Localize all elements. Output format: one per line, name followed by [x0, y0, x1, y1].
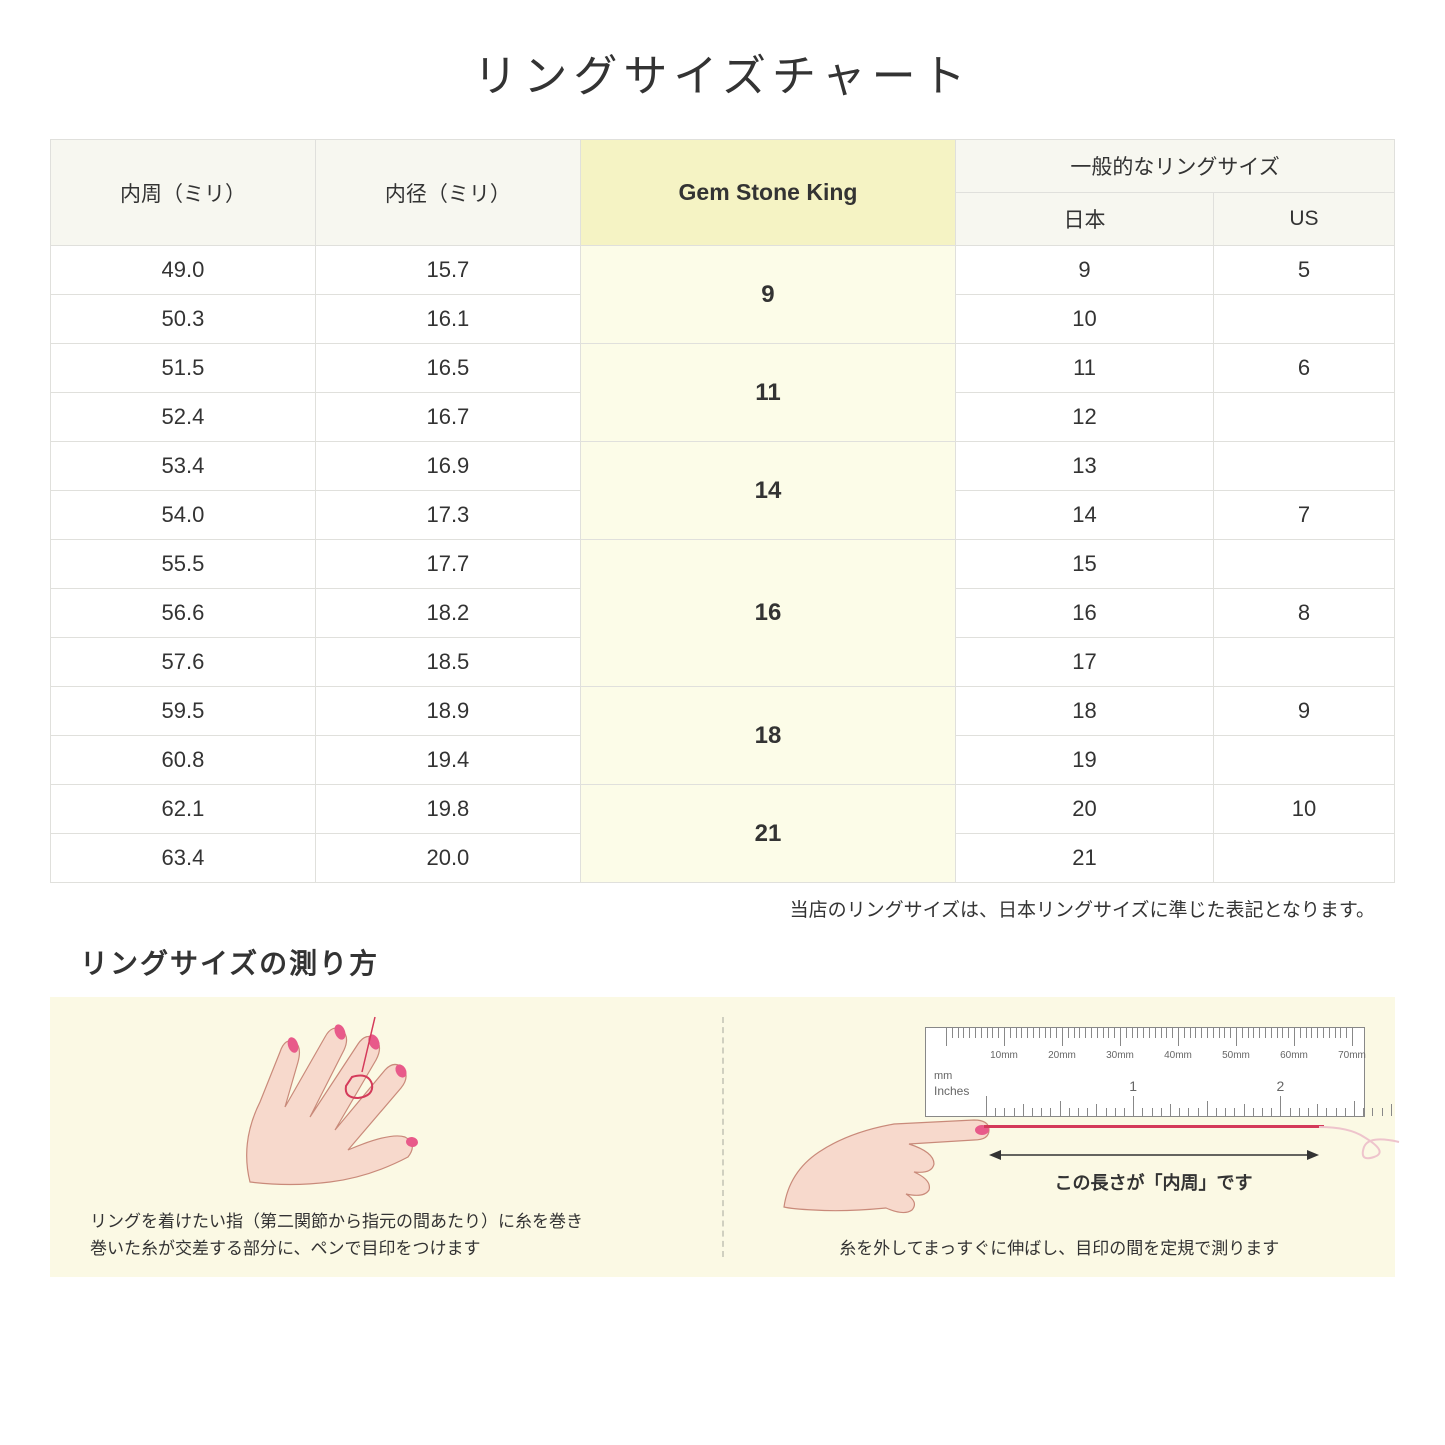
cell-circ: 53.4: [51, 442, 316, 491]
col-general: 一般的なリングサイズ: [956, 140, 1395, 193]
cell-us: 9: [1213, 687, 1394, 736]
cell-dia: 16.5: [315, 344, 580, 393]
cell-jp: 16: [956, 589, 1214, 638]
cell-circ: 63.4: [51, 834, 316, 883]
cell-us: [1213, 295, 1394, 344]
cell-us: 5: [1213, 246, 1394, 295]
ring-size-table: 内周（ミリ） 内径（ミリ） Gem Stone King 一般的なリングサイズ …: [50, 139, 1395, 883]
cell-us: 6: [1213, 344, 1394, 393]
cell-circ: 60.8: [51, 736, 316, 785]
cell-us: 8: [1213, 589, 1394, 638]
cell-jp: 18: [956, 687, 1214, 736]
col-diameter: 内径（ミリ）: [315, 140, 580, 246]
table-row: 59.518.918189: [51, 687, 1395, 736]
cell-us: [1213, 442, 1394, 491]
cell-circ: 52.4: [51, 393, 316, 442]
cell-dia: 19.4: [315, 736, 580, 785]
cell-dia: 16.7: [315, 393, 580, 442]
cell-us: [1213, 834, 1394, 883]
thread-line: [984, 1125, 1324, 1128]
cell-dia: 18.9: [315, 687, 580, 736]
howto-step-1: リングを着けたい指（第二関節から指元の間あたり）に糸を巻き巻いた糸が交差する部分…: [50, 997, 722, 1277]
hand-wrap-illustration: [190, 1002, 490, 1202]
cell-gsk: 14: [580, 442, 955, 540]
cell-us: 10: [1213, 785, 1394, 834]
measure-arrow: [989, 1145, 1319, 1165]
cell-gsk: 16: [580, 540, 955, 687]
howto-panel: リングを着けたい指（第二関節から指元の間あたり）に糸を巻き巻いた糸が交差する部分…: [50, 997, 1395, 1277]
cell-jp: 14: [956, 491, 1214, 540]
cell-circ: 49.0: [51, 246, 316, 295]
table-row: 62.119.8212010: [51, 785, 1395, 834]
cell-us: 7: [1213, 491, 1394, 540]
cell-dia: 18.5: [315, 638, 580, 687]
table-row: 51.516.511116: [51, 344, 1395, 393]
col-us: US: [1213, 193, 1394, 246]
step1-caption: リングを着けたい指（第二関節から指元の間あたり）に糸を巻き巻いた糸が交差する部分…: [90, 1208, 682, 1262]
cell-circ: 51.5: [51, 344, 316, 393]
cell-gsk: 11: [580, 344, 955, 442]
cell-dia: 18.2: [315, 589, 580, 638]
cell-circ: 54.0: [51, 491, 316, 540]
cell-jp: 21: [956, 834, 1214, 883]
footnote: 当店のリングサイズは、日本リングサイズに準じた表記となります。: [50, 895, 1395, 922]
howto-step-2: 10mm20mm30mm40mm50mm60mm70mm12 mm Inches…: [724, 997, 1396, 1277]
cell-dia: 20.0: [315, 834, 580, 883]
cell-circ: 62.1: [51, 785, 316, 834]
cell-jp: 20: [956, 785, 1214, 834]
cell-jp: 13: [956, 442, 1214, 491]
cell-us: [1213, 540, 1394, 589]
cell-jp: 15: [956, 540, 1214, 589]
cell-circ: 55.5: [51, 540, 316, 589]
cell-jp: 9: [956, 246, 1214, 295]
cell-dia: 16.1: [315, 295, 580, 344]
cell-circ: 56.6: [51, 589, 316, 638]
cell-gsk: 21: [580, 785, 955, 883]
cell-jp: 12: [956, 393, 1214, 442]
cell-circ: 59.5: [51, 687, 316, 736]
hand-point-illustration: [774, 1072, 1004, 1222]
col-gsk: Gem Stone King: [580, 140, 955, 246]
cell-jp: 11: [956, 344, 1214, 393]
step2-caption: 糸を外してまっすぐに伸ばし、目印の間を定規で測ります: [724, 1235, 1396, 1262]
table-row: 49.015.7995: [51, 246, 1395, 295]
thread-curl: [1319, 1107, 1409, 1167]
cell-circ: 57.6: [51, 638, 316, 687]
cell-dia: 17.3: [315, 491, 580, 540]
cell-dia: 19.8: [315, 785, 580, 834]
cell-us: [1213, 638, 1394, 687]
cell-us: [1213, 393, 1394, 442]
cell-jp: 17: [956, 638, 1214, 687]
col-japan: 日本: [956, 193, 1214, 246]
table-row: 55.517.71615: [51, 540, 1395, 589]
cell-gsk: 18: [580, 687, 955, 785]
table-row: 53.416.91413: [51, 442, 1395, 491]
arrow-label: この長さが「内周」です: [984, 1169, 1324, 1195]
cell-dia: 17.7: [315, 540, 580, 589]
cell-dia: 16.9: [315, 442, 580, 491]
howto-title: リングサイズの測り方: [80, 942, 1395, 982]
col-circumference: 内周（ミリ）: [51, 140, 316, 246]
cell-circ: 50.3: [51, 295, 316, 344]
page-title: リングサイズチャート: [50, 40, 1395, 104]
cell-dia: 15.7: [315, 246, 580, 295]
cell-jp: 10: [956, 295, 1214, 344]
cell-us: [1213, 736, 1394, 785]
cell-gsk: 9: [580, 246, 955, 344]
cell-jp: 19: [956, 736, 1214, 785]
